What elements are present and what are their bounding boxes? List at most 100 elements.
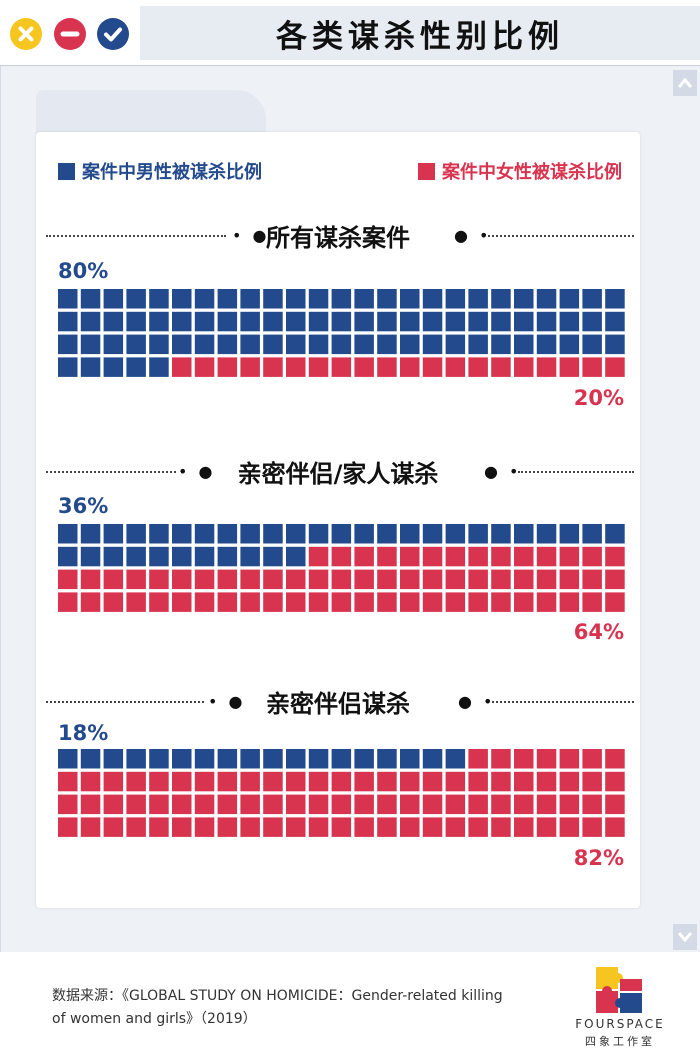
- data-source: 数据来源：《GLOBAL STUDY ON HOMICIDE：Gender-re…: [52, 985, 552, 1031]
- waffle-cell-female: [126, 569, 146, 590]
- waffle-cell-female: [605, 569, 625, 590]
- footer: [0, 952, 700, 1058]
- waffle-cell-male: [377, 311, 397, 332]
- waffle-cell-female: [126, 771, 146, 792]
- waffle-cell-male: [194, 289, 215, 309]
- waffle-cell-female: [559, 771, 580, 792]
- waffle-cell-female: [126, 794, 146, 815]
- waffle-cell-male: [468, 334, 488, 355]
- waffle-cell-female: [240, 771, 260, 792]
- pct-female-partner-family: 64%: [573, 620, 624, 644]
- waffle-cell-male: [400, 524, 420, 544]
- waffle-cell-male: [491, 524, 511, 544]
- waffle-cell-male: [445, 334, 466, 355]
- waffle-cell-male: [354, 524, 374, 544]
- waffle-cell-female: [263, 817, 283, 837]
- waffle-cell-male: [80, 311, 101, 332]
- waffle-cell-female: [422, 794, 443, 815]
- waffle-cell-female: [58, 592, 78, 612]
- waffle-cell-female: [491, 592, 511, 612]
- waffle-cell-male: [286, 334, 306, 355]
- waffle-cell-male: [194, 546, 215, 567]
- close-button[interactable]: [10, 18, 42, 50]
- waffle-cell-male: [468, 311, 488, 332]
- waffle-cell-male: [331, 749, 352, 769]
- waffle-cell-male: [149, 524, 169, 544]
- waffle-cell-male: [377, 334, 397, 355]
- legend-female-swatch: [418, 162, 435, 180]
- waffle-cell-female: [194, 569, 215, 590]
- waffle-cell-male: [58, 546, 78, 567]
- waffle-cell-female: [468, 357, 488, 377]
- waffle-cell-male: [58, 334, 78, 355]
- waffle-cell-female: [559, 794, 580, 815]
- waffle-cell-male: [286, 546, 306, 567]
- waffle-cell-male: [103, 289, 124, 309]
- scroll-up-button[interactable]: [673, 70, 697, 96]
- waffle-cell-female: [240, 592, 260, 612]
- waffle-cell-male: [400, 749, 420, 769]
- waffle-cell-male: [194, 334, 215, 355]
- waffle-cell-male: [103, 311, 124, 332]
- waffle-cell-male: [308, 524, 329, 544]
- waffle-cell-female: [240, 817, 260, 837]
- waffle-cell-male: [126, 311, 146, 332]
- waffle-cell-male: [536, 334, 557, 355]
- waffle-cell-male: [149, 357, 169, 377]
- waffle-cell-female: [605, 749, 625, 769]
- waffle-cell-male: [80, 334, 101, 355]
- waffle-cell-female: [400, 592, 420, 612]
- scroll-down-button[interactable]: [673, 924, 697, 950]
- waffle-cell-female: [559, 592, 580, 612]
- waffle-cell-female: [422, 569, 443, 590]
- waffle-cell-female: [400, 771, 420, 792]
- waffle-cell-female: [536, 357, 557, 377]
- page-title: 各类谋杀性别比例: [276, 18, 564, 55]
- waffle-cell-female: [103, 569, 124, 590]
- waffle-cell-female: [331, 771, 352, 792]
- minimize-button[interactable]: [54, 18, 86, 50]
- waffle-cell-female: [491, 794, 511, 815]
- waffle-cell-male: [263, 311, 283, 332]
- waffle-cell-male: [80, 546, 101, 567]
- waffle-cell-male: [422, 311, 443, 332]
- waffle-cell-male: [354, 289, 374, 309]
- waffle-cell-male: [559, 524, 580, 544]
- waffle-cell-female: [422, 546, 443, 567]
- title-divider: [0, 65, 700, 66]
- waffle-cell-female: [559, 357, 580, 377]
- waffle-cell-male: [126, 749, 146, 769]
- waffle-cell-female: [514, 749, 534, 769]
- waffle-cell-female: [377, 546, 397, 567]
- scrollbar[interactable]: [670, 66, 700, 952]
- waffle-cell-male: [194, 311, 215, 332]
- waffle-cell-female: [536, 771, 557, 792]
- waffle-cell-female: [400, 794, 420, 815]
- waffle-cell-female: [172, 817, 192, 837]
- waffle-cell-male: [217, 524, 238, 544]
- source-line-2: of women and girls》（2019）: [52, 1011, 257, 1027]
- waffle-cell-male: [240, 334, 260, 355]
- waffle-cell-female: [58, 771, 78, 792]
- waffle-cell-male: [331, 289, 352, 309]
- pct-female-all: 20%: [573, 386, 624, 410]
- waffle-cell-male: [445, 749, 466, 769]
- confirm-button[interactable]: [97, 18, 129, 50]
- waffle-cell-male: [263, 334, 283, 355]
- waffle-cell-female: [559, 817, 580, 837]
- waffle-cell-male: [286, 289, 306, 309]
- waffle-cell-male: [194, 749, 215, 769]
- waffle-cell-male: [605, 289, 625, 309]
- waffle-cell-female: [377, 794, 397, 815]
- waffle-cell-male: [103, 357, 124, 377]
- waffle-cell-female: [468, 794, 488, 815]
- waffle-cell-male: [103, 546, 124, 567]
- check-icon: [104, 27, 122, 42]
- waffle-cell-female: [58, 569, 78, 590]
- waffle-cell-female: [194, 592, 215, 612]
- section-title-partner-family-label: 亲密伴侣/家人谋杀: [237, 460, 439, 488]
- waffle-cell-male: [559, 334, 580, 355]
- waffle-cell-female: [605, 817, 625, 837]
- waffle-cell-male: [263, 749, 283, 769]
- waffle-cell-female: [582, 546, 602, 567]
